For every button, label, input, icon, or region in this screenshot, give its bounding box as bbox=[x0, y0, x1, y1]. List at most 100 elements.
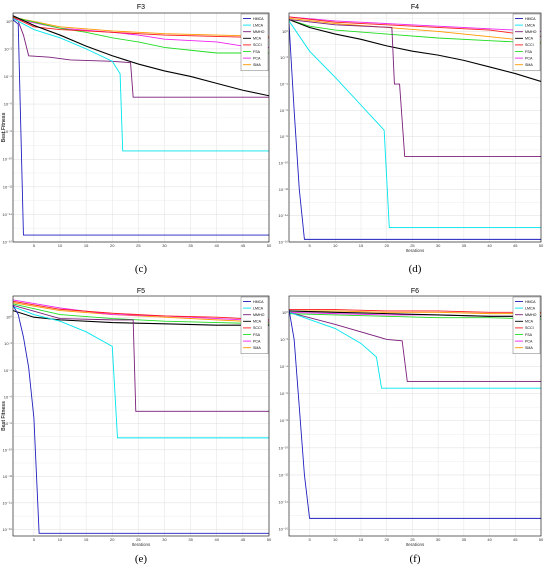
y-tick-label: 10⁻⁸ bbox=[4, 129, 13, 134]
plot-area bbox=[289, 13, 541, 242]
series-line-pca bbox=[289, 16, 541, 32]
legend-label-mmho: MMHO bbox=[253, 313, 265, 317]
series-line-scci bbox=[13, 16, 269, 39]
series-group bbox=[289, 16, 541, 240]
x-tick-label: 10 bbox=[333, 537, 338, 542]
x-axis-label: Iterations bbox=[406, 542, 425, 547]
x-axis-label: Iterations bbox=[132, 542, 151, 547]
series-line-hmca bbox=[13, 305, 269, 534]
x-tick-label: 5 bbox=[33, 243, 36, 248]
series-line-mca bbox=[289, 19, 541, 82]
series-line-sma bbox=[13, 16, 269, 37]
legend-label-mca: MCA bbox=[525, 37, 534, 41]
legend-label-sma: SMA bbox=[525, 63, 533, 67]
panel-caption: (d) bbox=[409, 263, 422, 275]
legend-label-pca: PCA bbox=[525, 339, 533, 343]
y-tick-label: 10⁻⁴ bbox=[280, 364, 289, 369]
series-line-hmca bbox=[13, 19, 269, 236]
y-axis-label: Best Fitness bbox=[1, 112, 7, 142]
series-line-hmca bbox=[289, 309, 541, 519]
series-line-mmho bbox=[289, 311, 541, 382]
x-tick-label: 15 bbox=[84, 243, 89, 248]
series-line-scci bbox=[13, 300, 269, 321]
y-axis-label: Best Fitness bbox=[1, 401, 7, 431]
x-tick-label: 20 bbox=[384, 537, 389, 542]
x-tick-label: 10 bbox=[58, 537, 63, 542]
chart-title: F3 bbox=[137, 4, 145, 11]
y-tick-label: 10⁰ bbox=[282, 29, 288, 34]
y-tick-label: 10⁻⁸ bbox=[4, 421, 13, 426]
y-tick-label: 10⁻⁶ bbox=[4, 102, 13, 107]
legend-label-pca: PCA bbox=[253, 339, 261, 343]
series-line-mmho bbox=[13, 18, 269, 98]
x-tick-label: 25 bbox=[136, 537, 141, 542]
legend-label-hmca: HMCA bbox=[525, 300, 536, 304]
panel-caption: (f) bbox=[410, 553, 421, 565]
chart-title: F4 bbox=[411, 4, 419, 11]
y-tick-label: 10⁻⁴ bbox=[4, 74, 13, 79]
y-tick-label: 10⁻¹⁴ bbox=[2, 212, 12, 217]
x-tick-label: 10 bbox=[58, 243, 63, 248]
x-tick-label: 50 bbox=[539, 537, 544, 542]
legend: HMCA LMCA MMHO MCA SCCI FSA PCA SMA bbox=[512, 296, 541, 354]
legend-box bbox=[512, 296, 541, 354]
series-line-lmca bbox=[13, 18, 269, 152]
x-tick-label: 25 bbox=[136, 243, 141, 248]
legend: HMCA LMCA MMHO MCA SCCI FSA PCA SMA bbox=[240, 296, 269, 354]
series-line-pca bbox=[13, 18, 269, 48]
chart-panel-f3: F3 5 10 15 20 25 30 35 40 45 50 10⁰ 10⁻² 10⁻⁴ 10⁻⁶ 10⁻⁸… bbox=[1, 4, 272, 275]
legend-label-lmca: LMCA bbox=[253, 306, 264, 310]
series-line-lmca bbox=[13, 306, 269, 439]
y-tick-label: 10⁻¹⁰ bbox=[3, 157, 13, 162]
series-line-scci bbox=[289, 309, 541, 313]
y-tick-label: 10⁻¹⁰ bbox=[3, 447, 13, 452]
legend-label-hmca: HMCA bbox=[253, 17, 264, 21]
y-tick-label: 10⁻¹⁶ bbox=[278, 240, 288, 245]
plot-frame bbox=[12, 12, 270, 243]
x-tick-label: 35 bbox=[188, 243, 193, 248]
legend-label-mca: MCA bbox=[525, 320, 534, 324]
legend-box bbox=[240, 296, 269, 354]
y-tick-label: 10⁻¹⁰ bbox=[279, 161, 289, 166]
chart-title: F6 bbox=[411, 288, 419, 295]
x-tick-label: 40 bbox=[487, 243, 492, 248]
plot-frame bbox=[12, 295, 270, 537]
x-tick-label: 50 bbox=[539, 243, 544, 248]
x-tick-label: 5 bbox=[308, 243, 311, 248]
x-tick-label: 5 bbox=[33, 537, 36, 542]
legend-box bbox=[512, 13, 541, 71]
legend-label-mmho: MMHO bbox=[525, 30, 537, 34]
x-tick-label: 25 bbox=[410, 243, 415, 248]
y-tick-label: 10⁻⁴ bbox=[280, 82, 289, 87]
legend-label-lmca: LMCA bbox=[253, 23, 264, 27]
series-group bbox=[289, 309, 541, 519]
legend-label-fsa: FSA bbox=[525, 333, 533, 337]
legend-label-mmho: MMHO bbox=[525, 313, 537, 317]
x-tick-label: 5 bbox=[308, 537, 311, 542]
plot-area bbox=[13, 296, 269, 536]
series-line-lmca bbox=[289, 311, 541, 389]
legend-label-sma: SMA bbox=[253, 63, 261, 67]
chart-panel-f6: F6 5 10 15 20 25 30 35 40 45 50 10⁰ 10⁻² 10⁻⁴ 10⁻⁶ 10⁻⁸… bbox=[278, 288, 544, 565]
plot-area bbox=[289, 296, 541, 536]
y-tick-label: 10⁻² bbox=[280, 337, 289, 342]
legend-label-mca: MCA bbox=[253, 320, 262, 324]
y-tick-label: 10⁻¹⁰ bbox=[279, 445, 289, 450]
legend-label-sma: SMA bbox=[525, 346, 533, 350]
legend-label-scci: SCCI bbox=[253, 326, 262, 330]
y-tick-label: 10⁰ bbox=[6, 19, 12, 24]
legend-label-mca: MCA bbox=[253, 37, 262, 41]
chart-panel-f4: F4 5 10 15 20 25 30 35 40 45 50 10⁰ 10⁻² 10⁻⁴ 10⁻⁶ 10⁻⁸… bbox=[278, 4, 544, 275]
y-tick-label: 10⁰ bbox=[282, 310, 288, 315]
series-line-lmca bbox=[289, 20, 541, 228]
legend-label-fsa: FSA bbox=[253, 50, 261, 54]
x-tick-label: 35 bbox=[462, 537, 467, 542]
x-tick-label: 40 bbox=[215, 537, 220, 542]
y-tick-label: 10⁻⁶ bbox=[280, 108, 289, 113]
y-tick-label: 10⁻¹² bbox=[279, 472, 289, 477]
series-line-mca bbox=[289, 310, 541, 317]
y-tick-label: 10⁻² bbox=[4, 341, 13, 346]
y-tick-label: 10⁻¹⁶ bbox=[278, 527, 288, 532]
y-tick-label: 10⁰ bbox=[6, 315, 12, 320]
plot-frame bbox=[288, 12, 542, 243]
